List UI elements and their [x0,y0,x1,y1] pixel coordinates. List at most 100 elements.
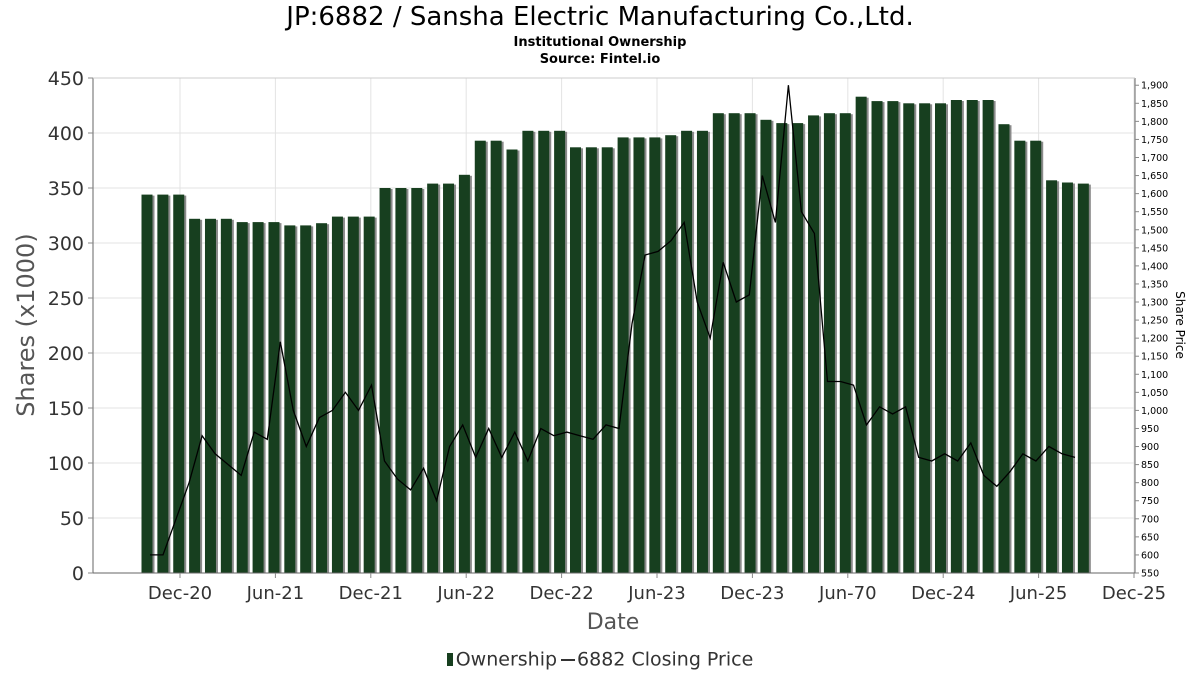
ownership-bar [284,225,296,573]
ownership-bar [331,216,343,573]
x-tick-label: Jun-23 [627,583,686,604]
ownership-bar [998,124,1010,573]
y-tick-label: 300 [48,233,84,255]
ownership-bar [427,183,439,573]
ownership-bar [919,103,931,574]
y2-tick-label: 1,450 [1141,243,1168,254]
x-tick-label: Dec-21 [339,583,403,604]
y2-tick-label: 1,750 [1141,135,1168,146]
ownership-bar [760,119,772,574]
ownership-bar [681,130,693,574]
ownership-bar [569,147,581,574]
ownership-bar [141,194,153,573]
ownership-bar [982,100,994,573]
y-tick-label: 250 [48,288,84,310]
ownership-bar [601,147,613,574]
ownership-bar [474,140,486,573]
ownership-bar [443,183,455,573]
x-axis-ticks: Dec-20 Jun-21 Dec-21 Jun-22 Dec-22 Jun-23 Dec-… [148,573,1166,604]
legend-price-line-icon [561,658,576,661]
ownership-bar [966,100,978,573]
ownership-bar [776,123,788,573]
y-tick-label: 100 [48,453,84,475]
y2-tick-label: 1,650 [1141,171,1168,182]
ownership-bar [728,113,740,573]
ownership-bar [411,188,423,573]
chart-source: Source: Fintel.io [539,52,661,67]
y2-tick-label: 650 [1141,532,1159,543]
y2-tick-label: 1,300 [1141,298,1168,309]
y2-tick-label: 550 [1141,569,1159,580]
ownership-bar [236,222,248,573]
ownership-bar [538,130,550,574]
price-line [150,85,1076,556]
y2-tick-label: 1,850 [1141,99,1168,110]
ownership-bar [633,137,645,573]
ownership-bar [839,113,851,573]
ownership-bar [316,223,328,573]
ownership-bar [252,222,264,573]
ownership-bar [506,149,518,573]
y2-tick-label: 1,250 [1141,316,1168,327]
ownership-bar [696,130,708,574]
ownership-bar [1046,180,1058,574]
ownership-bar [220,218,232,574]
y-tick-label: 50 [60,508,84,530]
y2-tick-label: 900 [1141,442,1159,453]
ownership-bar [522,130,534,574]
ownership-bar [395,188,407,573]
y2-tick-label: 600 [1141,550,1159,561]
ownership-bar [268,222,280,573]
y2-tick-label: 1,550 [1141,207,1168,218]
y2-tick-label: 1,900 [1141,81,1168,92]
y-tick-label: 200 [48,343,84,365]
y2-axis-ticks: 550 600 650 700 750 800 850 900 950 1,000 1,050 1,1… [1135,81,1168,580]
x-tick-label: Jun-22 [436,583,495,604]
ownership-bar [458,174,470,574]
ownership-bar [712,113,724,573]
ownership-bar [1077,183,1089,573]
y2-tick-label: 800 [1141,478,1159,489]
chart-title: JP:6882 / Sansha Electric Manufacturing … [286,2,914,32]
ownership-bar [189,218,201,574]
y2-tick-label: 1,200 [1141,334,1168,345]
x-tick-label: Dec-24 [911,583,975,604]
ownership-bar [792,123,804,573]
y2-tick-label: 1,400 [1141,261,1168,272]
ownership-bar [157,194,169,573]
y2-tick-label: 1,350 [1141,279,1168,290]
price-line-layer [150,85,1076,556]
y2-tick-label: 950 [1141,424,1159,435]
x-tick-label: Jun-21 [246,583,305,604]
y-tick-label: 150 [48,398,84,420]
ownership-bar [903,103,915,574]
y-axis-ticks: 0 50 100 150 200 250 300 350 400 450 [48,68,93,585]
x-tick-label: Jun-70 [818,583,877,604]
ownership-bar [554,130,566,574]
y2-tick-label: 1,000 [1141,406,1168,417]
y2-tick-label: 850 [1141,460,1159,471]
x-tick-label: Dec-23 [720,583,784,604]
y2-tick-label: 750 [1141,496,1159,507]
ownership-bar [935,103,946,574]
ownership-bar [585,147,597,574]
y-tick-label: 350 [48,178,84,200]
y2-tick-label: 1,100 [1141,370,1168,381]
x-tick-label: Dec-20 [148,583,212,604]
ownership-bar [1014,140,1026,573]
y-axis-label: Shares (x1000) [12,233,40,416]
ownership-bar [204,218,216,574]
y2-axis-label: Share Price [1173,291,1187,359]
ownership-bar [744,113,756,573]
y-tick-label: 450 [48,68,84,90]
ownership-bar [649,137,661,573]
ownership-bar [887,101,899,573]
ownership-bar [173,194,185,573]
legend-ownership-label: Ownership [455,648,558,671]
y-tick-label: 0 [72,563,84,585]
y2-tick-label: 700 [1141,514,1159,525]
ownership-bar [300,225,312,573]
ownership-bar [347,216,359,573]
ownership-bar [808,115,820,574]
